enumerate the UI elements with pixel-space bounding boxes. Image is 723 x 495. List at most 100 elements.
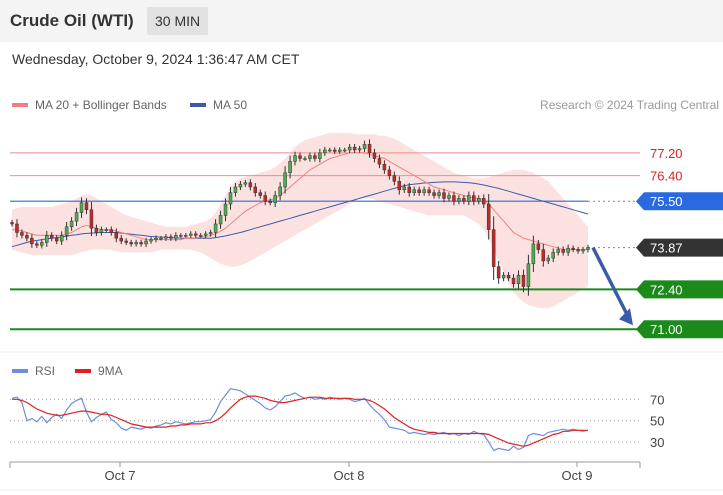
candle-body xyxy=(511,277,516,284)
legend-rsi-ma-label: 9MA xyxy=(98,364,123,378)
legend-rsi: RSI xyxy=(12,364,55,378)
rsi-swatch xyxy=(12,369,28,373)
candle-body xyxy=(347,146,352,151)
candle-body xyxy=(243,182,248,185)
candle-body xyxy=(139,242,143,245)
price-tag-label: 75.50 xyxy=(650,194,683,209)
candle-body xyxy=(283,172,287,188)
candle-body xyxy=(30,237,34,245)
candle-body xyxy=(149,239,153,242)
candle-body xyxy=(571,247,575,250)
candle-body xyxy=(129,242,133,245)
candle-body xyxy=(442,192,446,199)
legend-ma20: MA 20 + Bollinger Bands xyxy=(12,98,167,112)
candle-body xyxy=(179,235,183,237)
candle-body xyxy=(333,149,337,152)
candle-body xyxy=(427,189,431,193)
candle-body xyxy=(521,274,526,287)
candle-body xyxy=(203,233,208,236)
x-tick-label: Oct 8 xyxy=(333,468,364,483)
legend-rsi-label: RSI xyxy=(35,364,56,378)
rsi-tick-label: 30 xyxy=(650,435,664,450)
candle-body xyxy=(164,236,168,239)
ma20-swatch xyxy=(12,103,28,107)
candle-body xyxy=(586,247,590,250)
candle-body xyxy=(288,161,292,174)
candle-body xyxy=(278,186,282,196)
candle-body xyxy=(342,149,347,152)
candle-body xyxy=(223,203,228,216)
candle-body xyxy=(94,227,99,233)
copyright-note: Research © 2024 Trading Central xyxy=(540,98,719,112)
candle-body xyxy=(64,226,69,236)
candle-body xyxy=(467,195,471,202)
candle-body xyxy=(536,243,541,250)
candle-body xyxy=(352,146,357,151)
price-tag-label: 76.40 xyxy=(650,169,683,184)
timeframe-badge[interactable]: 30 MIN xyxy=(147,7,209,35)
candle-body xyxy=(154,237,158,240)
candle-body xyxy=(432,192,436,196)
candle-body xyxy=(114,232,119,239)
rsi-tick-label: 50 xyxy=(650,414,664,429)
candle-body xyxy=(377,158,382,165)
legend-ma20-label: MA 20 + Bollinger Bands xyxy=(35,98,167,112)
price-tag xyxy=(636,320,723,339)
candle-body xyxy=(392,175,397,182)
candle-body xyxy=(496,266,501,279)
forecast-arrowhead xyxy=(619,308,633,326)
candle-body xyxy=(273,195,277,203)
candle-body xyxy=(501,274,506,279)
candle-body xyxy=(159,237,163,240)
candle-body xyxy=(372,152,377,159)
price-tag-label: 77.20 xyxy=(650,146,683,161)
price-tag xyxy=(636,280,723,299)
candle-body xyxy=(551,252,555,259)
candle-body xyxy=(561,249,565,253)
candle-body xyxy=(407,186,411,193)
candle-body xyxy=(323,149,327,154)
candle-body xyxy=(218,215,223,225)
candle-body xyxy=(546,257,551,262)
candle-body xyxy=(10,222,14,225)
candle-body xyxy=(74,212,79,222)
legend-rsi-ma: 9MA xyxy=(75,364,123,378)
candle-body xyxy=(382,163,387,171)
candle-body xyxy=(556,249,560,253)
candle-body xyxy=(238,183,243,188)
candle-body xyxy=(462,198,466,202)
candle-body xyxy=(576,249,580,252)
candle-body xyxy=(233,186,238,193)
candle-body xyxy=(402,186,407,191)
candle-body xyxy=(422,189,426,193)
candle-body xyxy=(124,240,128,243)
candle-body xyxy=(268,200,272,203)
rsi-ma-line xyxy=(12,395,588,447)
candle-body xyxy=(144,240,148,245)
candle-body xyxy=(169,236,173,239)
forecast-arrow-shaft xyxy=(591,246,631,320)
legend-ma50: MA 50 xyxy=(190,98,247,112)
instrument-title: Crude Oil (WTI) xyxy=(10,11,134,30)
candle-body xyxy=(198,235,203,237)
candle-body xyxy=(134,242,138,245)
candle-body xyxy=(293,155,297,162)
candle-body xyxy=(109,229,114,233)
candle-body xyxy=(25,235,29,239)
candle-body xyxy=(303,158,307,160)
candle-body xyxy=(263,195,267,202)
candle-body xyxy=(486,203,491,230)
candle-body xyxy=(581,249,585,252)
candle-body xyxy=(362,144,367,149)
price-tag xyxy=(636,192,723,211)
candle-body xyxy=(20,232,24,236)
header-bar: Crude Oil (WTI) 30 MIN xyxy=(0,0,723,42)
candle-body xyxy=(35,243,39,246)
candle-body xyxy=(357,148,362,151)
rsi-tick-label: 70 xyxy=(650,392,664,407)
candle-body xyxy=(104,229,109,231)
candle-body xyxy=(318,152,322,159)
candle-body xyxy=(417,189,421,193)
candle-body xyxy=(59,235,64,242)
candle-body xyxy=(54,237,59,242)
